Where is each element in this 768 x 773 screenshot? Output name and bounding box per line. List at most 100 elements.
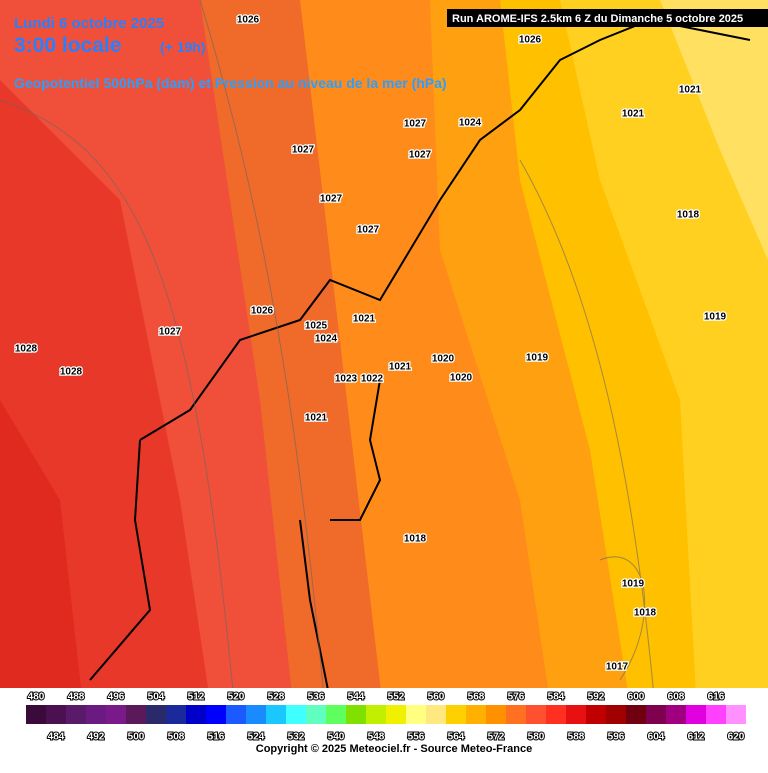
legend-swatch (126, 705, 146, 724)
legend-label: 616 (708, 692, 725, 703)
pressure-label: 1018 (677, 210, 700, 221)
legend-label: 620 (728, 732, 745, 743)
legend-label: 576 (508, 692, 525, 703)
legend-label: 504 (148, 692, 165, 703)
pressure-label: 1018 (404, 534, 427, 545)
legend-swatch (566, 705, 586, 724)
legend-label: 592 (588, 692, 605, 703)
offset: (+ 19h) (160, 39, 206, 55)
legend-swatch (266, 705, 286, 724)
pressure-label: 1026 (237, 15, 260, 26)
legend: 480 484 488 492 496 500 504 508 512 516 520 524 528 5… (26, 691, 746, 744)
legend-swatch (706, 705, 726, 724)
subtitle: Geopotentiel 500hPa (dam) et Pression au… (14, 75, 447, 91)
legend-label: 612 (688, 732, 705, 743)
legend-label: 544 (348, 692, 365, 703)
legend-swatch (486, 705, 506, 724)
legend-label: 560 (428, 692, 445, 703)
legend-swatch (66, 705, 86, 724)
legend-swatch (406, 705, 426, 724)
pressure-label: 1027 (409, 150, 432, 161)
legend-swatch (226, 705, 246, 724)
legend-swatch (306, 705, 326, 724)
legend-label: 496 (108, 692, 125, 703)
legend-swatch (106, 705, 126, 724)
legend-label: 568 (468, 692, 485, 703)
legend-label: 572 (488, 732, 505, 743)
run-banner (447, 9, 768, 27)
legend-label: 500 (128, 732, 145, 743)
time: 3:00 locale (14, 34, 121, 57)
pressure-label: 1022 (361, 374, 384, 385)
legend-swatch (666, 705, 686, 724)
pressure-label: 1019 (704, 312, 727, 323)
legend-label: 580 (528, 732, 545, 743)
pressure-label: 1027 (357, 225, 380, 236)
legend-label: 596 (608, 732, 625, 743)
legend-label: 484 (48, 732, 65, 743)
legend-label: 564 (448, 732, 465, 743)
pressure-label: 1027 (320, 194, 343, 205)
legend-label: 508 (168, 732, 185, 743)
pressure-label: 1021 (622, 109, 645, 120)
pressure-label: 1021 (679, 85, 702, 96)
pressure-label: 1019 (622, 579, 645, 590)
date: Lundi 6 octobre 2025 (14, 15, 164, 32)
legend-swatch (86, 705, 106, 724)
pressure-label: 1020 (432, 354, 455, 365)
legend-swatch (726, 705, 746, 724)
legend-label: 520 (228, 692, 245, 703)
legend-swatch (526, 705, 546, 724)
legend-swatch (466, 705, 486, 724)
legend-swatch (586, 705, 606, 724)
legend-swatch (246, 705, 266, 724)
pressure-label: 1021 (389, 362, 412, 373)
legend-swatch (326, 705, 346, 724)
legend-label: 588 (568, 732, 585, 743)
legend-label: 556 (408, 732, 425, 743)
legend-label: 536 (308, 692, 325, 703)
legend-swatch (606, 705, 626, 724)
pressure-label: 1021 (353, 314, 376, 325)
pressure-label: 1027 (159, 327, 182, 338)
legend-label: 492 (88, 732, 105, 743)
legend-swatch (386, 705, 406, 724)
legend-swatch (366, 705, 386, 724)
legend-label: 524 (248, 732, 265, 743)
legend-label: 604 (648, 732, 665, 743)
legend-label: 532 (288, 732, 305, 743)
legend-swatch (46, 705, 66, 724)
pressure-label: 1020 (450, 373, 473, 384)
pressure-label: 1025 (305, 321, 328, 332)
pressure-label: 1017 (606, 662, 629, 673)
legend-swatch (446, 705, 466, 724)
legend-panel (0, 688, 768, 768)
legend-swatch (186, 705, 206, 724)
pressure-labels: 1026 1026 1021 1021 1027 1024 1027 1027 1027 1018… (14, 13, 728, 674)
legend-swatch (546, 705, 566, 724)
legend-label: 512 (188, 692, 205, 703)
run-info: Run AROME-IFS 2.5km 6 Z du Dimanche 5 oc… (452, 13, 743, 25)
legend-label: 516 (208, 732, 225, 743)
legend-swatch (686, 705, 706, 724)
legend-label: 488 (68, 692, 85, 703)
pressure-label: 1028 (15, 344, 38, 355)
pressure-label: 1023 (335, 374, 358, 385)
legend-label: 600 (628, 692, 645, 703)
legend-label: 608 (668, 692, 685, 703)
pressure-label: 1018 (634, 608, 657, 619)
contour-lines-thin (0, 0, 661, 769)
legend-label: 552 (388, 692, 405, 703)
legend-label: 548 (368, 732, 385, 743)
pressure-label: 1026 (251, 306, 274, 317)
legend-label: 540 (328, 732, 345, 743)
pressure-label: 1027 (292, 145, 315, 156)
copyright: Copyright © 2025 Meteociel.fr - Source M… (256, 743, 532, 755)
legend-swatch (426, 705, 446, 724)
legend-label: 584 (548, 692, 565, 703)
legend-swatch (26, 705, 46, 724)
legend-label: 528 (268, 692, 285, 703)
legend-swatch (646, 705, 666, 724)
